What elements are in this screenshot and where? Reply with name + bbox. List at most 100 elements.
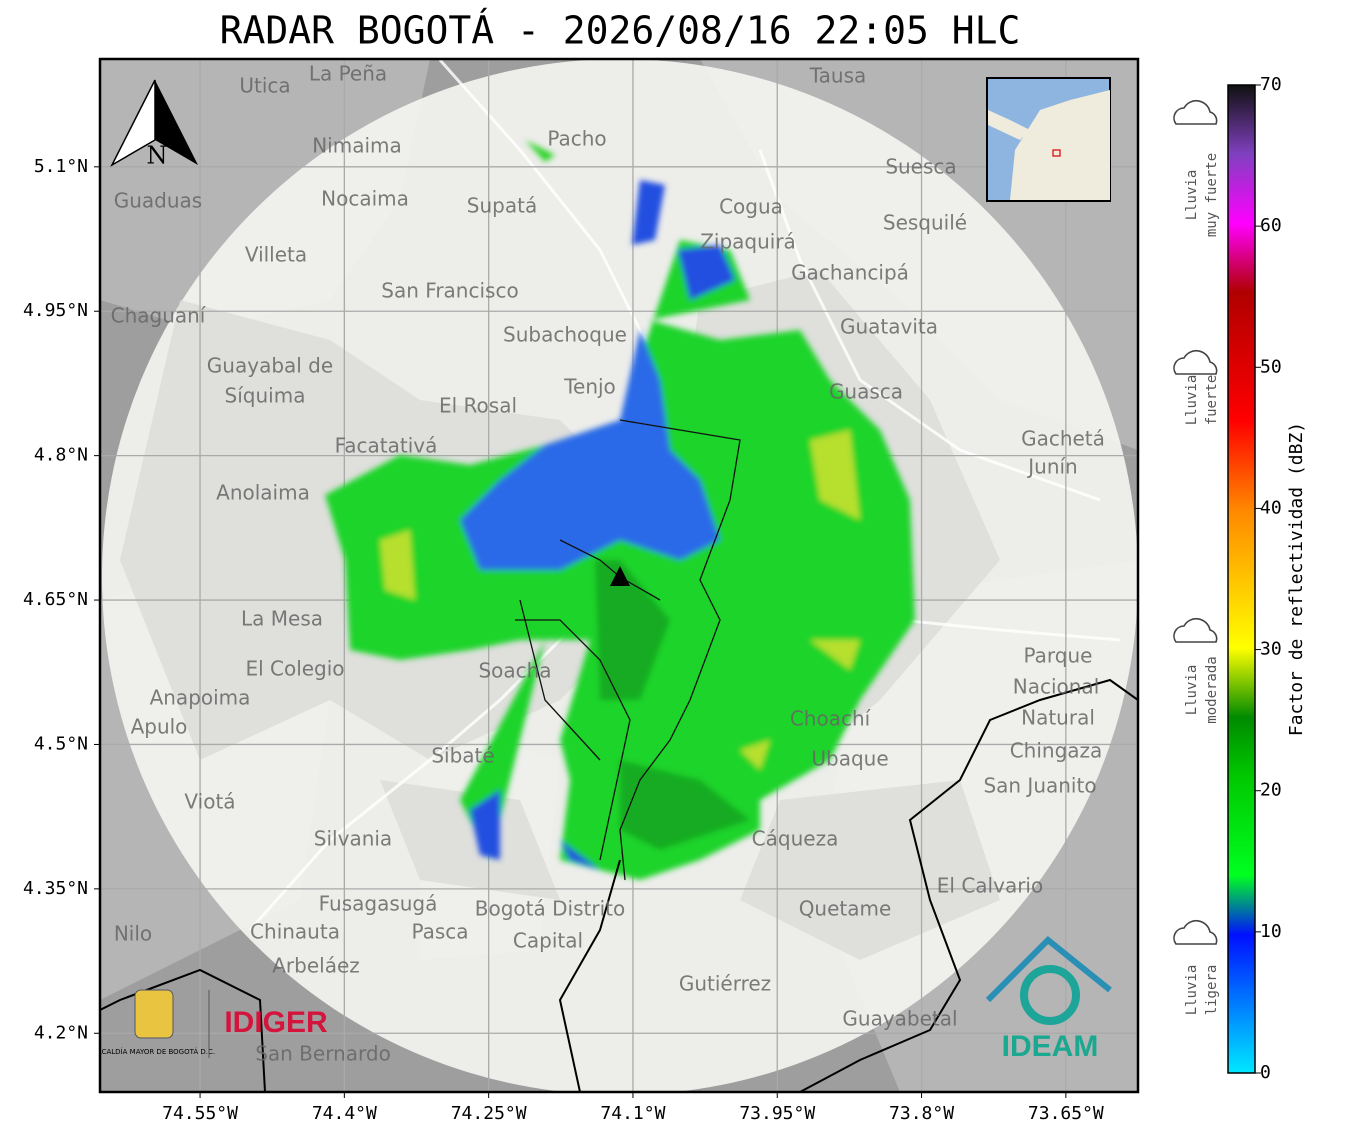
y-tick-label: 4.35°N — [23, 878, 88, 899]
rain-icon — [1173, 919, 1218, 945]
place-label: Viotá — [184, 790, 235, 814]
idiger-logo: IDIGER — [224, 1006, 328, 1039]
place-label: La Peña — [309, 62, 387, 86]
colorbar-tick-label: 0 — [1260, 1062, 1271, 1083]
y-tick-label: 4.8°N — [34, 445, 88, 466]
place-label: Anolaima — [216, 481, 310, 505]
title: RADAR BOGOTÁ - 2026/08/16 22:05 HLC — [220, 9, 1021, 53]
place-label: Nimaima — [312, 134, 402, 158]
place-label: El Rosal — [439, 394, 517, 418]
place-label: Cáqueza — [752, 827, 839, 851]
place-label: Supatá — [467, 194, 537, 218]
place-label: Fusagasugá — [319, 892, 438, 916]
ideam-text: IDEAM — [1002, 1030, 1099, 1063]
place-label: Utica — [239, 74, 290, 98]
colorbar-tick-label: 40 — [1260, 497, 1282, 518]
place-label: Subachoque — [503, 323, 627, 347]
place-label: Chaguaní — [111, 304, 207, 328]
place-label: Guatavita — [840, 315, 938, 339]
place-label: San Francisco — [381, 279, 518, 303]
rain-level-label: moderada — [1204, 656, 1220, 723]
rain-icon — [1173, 349, 1218, 375]
x-tick-label: 74.1°W — [600, 1103, 665, 1124]
inset-map — [986, 77, 1111, 202]
place-label: Pasca — [411, 920, 468, 944]
place-label: Síquima — [225, 384, 306, 408]
place-label: Sibaté — [431, 744, 494, 768]
place-label: Pacho — [547, 127, 606, 151]
place-label: Gachetá — [1021, 427, 1105, 451]
x-tick-label: 73.95°W — [739, 1103, 815, 1124]
coat-of-arms — [134, 989, 174, 1039]
colorbar — [1227, 84, 1256, 1074]
map: La Peña Utica Tausa Pacho Nimaima Guaduas Noca… — [93, 59, 1138, 1092]
place-label: San Bernardo — [255, 1042, 391, 1066]
place-label: Ubaque — [811, 747, 888, 771]
place-labels: La Peña Utica Tausa Pacho Nimaima Guaduas Noca… — [111, 62, 1105, 1066]
colorbar-tick-label: 10 — [1260, 921, 1282, 942]
y-tick-label: 4.2°N — [34, 1022, 88, 1043]
place-label: Guasca — [829, 380, 903, 404]
department-borders — [100, 678, 1138, 1092]
place-label: Parque — [1024, 644, 1093, 668]
place-label: Suesca — [885, 155, 956, 179]
place-label: El Colegio — [245, 657, 344, 681]
district-borders — [515, 419, 741, 881]
place-label: Soacha — [478, 659, 551, 683]
x-tick-label: 74.4°W — [312, 1103, 377, 1124]
y-tick-label: 4.5°N — [34, 733, 88, 754]
colorbar-tick-label: 30 — [1260, 639, 1282, 660]
rain-level-label: muy fuerte — [1204, 153, 1220, 237]
logo-ideam: IDEAM — [985, 935, 1112, 1063]
colorbar-tick-label: 70 — [1260, 74, 1282, 95]
ideam-swirl — [1020, 965, 1080, 1025]
place-label: Gachancipá — [791, 261, 909, 285]
place-label: Bogotá Distrito — [475, 897, 625, 921]
rain-icon — [1173, 617, 1218, 643]
inset-land — [988, 90, 1110, 200]
place-label: Nilo — [114, 922, 152, 946]
inset-location — [1052, 149, 1061, 157]
place-label: Facatativá — [335, 434, 438, 458]
x-tick-label: 73.8°W — [889, 1103, 954, 1124]
place-label: Nacional — [1013, 675, 1100, 699]
colorbar-label: Factor de reflectividad (dBZ) — [1286, 422, 1307, 736]
place-label: Chingaza — [1010, 739, 1103, 763]
radar-site — [610, 566, 630, 586]
place-label: Junín — [1026, 455, 1077, 479]
place-label: Guayabetal — [842, 1007, 957, 1031]
rain-level-label: ligera — [1204, 965, 1220, 1016]
place-label: Chinauta — [250, 920, 340, 944]
y-tick-label: 4.95°N — [23, 300, 88, 321]
radar-echoes — [325, 140, 915, 880]
place-label: Tausa — [809, 64, 867, 88]
alcaldia-text: ALCALDÍA MAYOR DE BOGOTÁ D.C. — [93, 1047, 215, 1056]
place-label: El Calvario — [937, 874, 1043, 898]
place-label: Anapoima — [150, 686, 251, 710]
place-label: La Mesa — [241, 607, 323, 631]
place-label: Villeta — [245, 243, 307, 267]
colorbar-tick-label: 60 — [1260, 215, 1282, 236]
colorbar-tick-label: 50 — [1260, 356, 1282, 377]
x-tick-label: 74.25°W — [451, 1103, 527, 1124]
logo-alcaldia: ALCALDÍA MAYOR DE BOGOTÁ D.C. IDIGER — [93, 989, 328, 1058]
place-label: Guayabal de — [207, 354, 333, 378]
map-frame — [98, 57, 1140, 1094]
place-label: Tenjo — [563, 375, 616, 399]
rain-level-label: Lluvia — [1184, 170, 1200, 221]
place-label: Zipaquirá — [700, 230, 796, 254]
place-label: Quetame — [799, 897, 892, 921]
y-tick-label: 5.1°N — [34, 156, 88, 177]
x-tick-label: 74.55°W — [162, 1103, 238, 1124]
place-label: San Juanito — [983, 774, 1096, 798]
place-label: Gutiérrez — [679, 972, 771, 996]
x-tick-label: 73.65°W — [1028, 1103, 1104, 1124]
place-label: Natural — [1021, 706, 1095, 730]
y-tick-label: 4.65°N — [23, 589, 88, 610]
compass: N — [110, 79, 198, 170]
rain-level-label: Lluvia — [1184, 665, 1200, 716]
colorbar-tick-label: 20 — [1260, 780, 1282, 801]
